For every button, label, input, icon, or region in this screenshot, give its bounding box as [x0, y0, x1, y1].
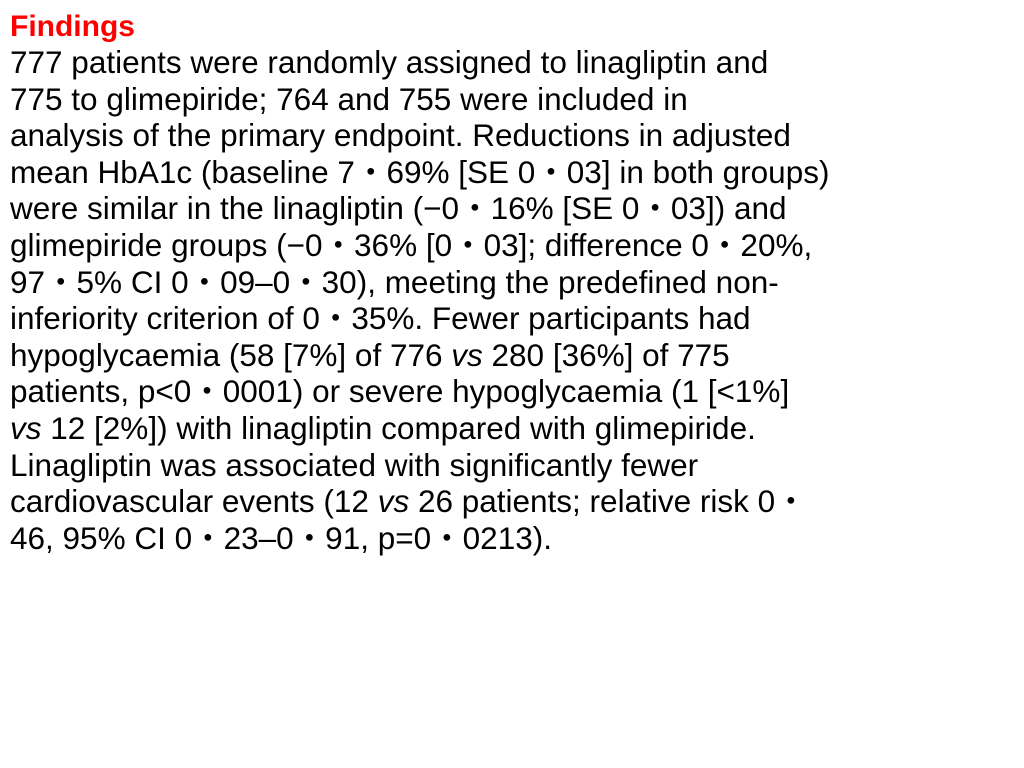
italic-vs: vs: [451, 336, 483, 373]
text-segment: hypoglycaemia (58 [7%] of 776: [10, 336, 452, 373]
text-segment: 280 [36%] of 775: [482, 336, 730, 373]
text-line-7: 97・5% CI 0・09–0・30), meeting the predefi…: [10, 263, 779, 300]
text-line-13: cardiovascular events (12 vs 26 patients…: [10, 483, 1020, 520]
findings-paragraph: 777 patients were randomly assigned to l…: [10, 44, 1020, 556]
findings-section: Findings 777 patients were randomly assi…: [10, 10, 1020, 556]
text-line-5: were similar in the linagliptin (−0・16% …: [10, 190, 787, 227]
text-line-12: Linagliptin was associated with signific…: [10, 446, 699, 483]
text-line-6: glimepiride groups (−0・36% [0・03]; diffe…: [10, 226, 813, 263]
text-line-10: patients, p<0・0001) or severe hypoglycae…: [10, 373, 790, 410]
text-line-2: 775 to glimepiride; 764 and 755 were inc…: [10, 80, 688, 117]
text-line-9: hypoglycaemia (58 [7%] of 776 vs 280 [36…: [10, 337, 1020, 374]
text-segment: 12 [2%]) with linagliptin compared with …: [41, 409, 756, 446]
text-line-11: vs 12 [2%]) with linagliptin compared wi…: [10, 410, 1020, 447]
text-line-3: analysis of the primary endpoint. Reduct…: [10, 117, 791, 154]
italic-vs: vs: [10, 409, 42, 446]
italic-vs: vs: [377, 483, 410, 520]
text-line-1: 777 patients were randomly assigned to l…: [10, 44, 769, 80]
section-heading: Findings: [10, 10, 135, 43]
text-line-14: 46, 95% CI 0・23–0・91, p=0・0213).: [10, 519, 552, 556]
text-segment: cardiovascular events (12: [10, 483, 378, 520]
text-segment: 26 patients; relative risk 0・: [409, 483, 807, 520]
text-line-4: mean HbA1c (baseline 7・69% [SE 0・03] in …: [10, 153, 830, 190]
text-line-8: inferiority criterion of 0・35%. Fewer pa…: [10, 300, 751, 337]
